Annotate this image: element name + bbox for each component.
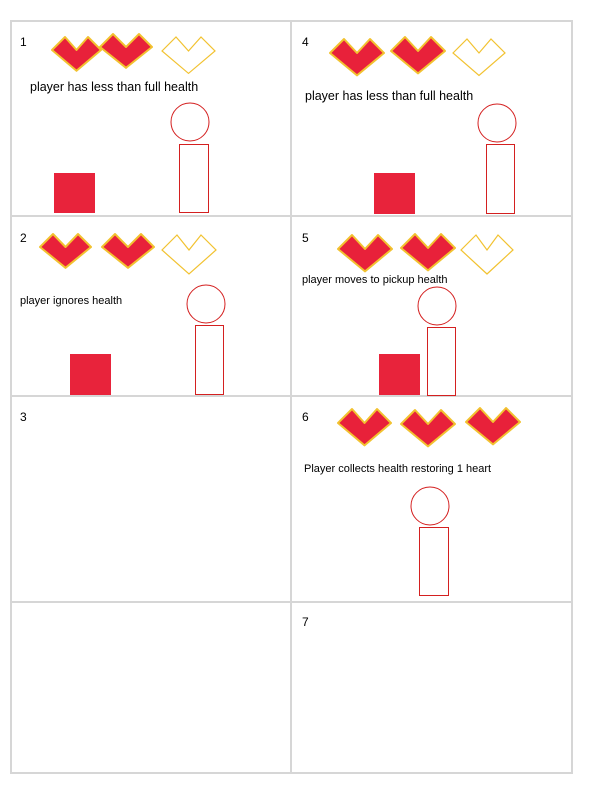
panel-2-caption: player ignores health [20,295,123,307]
panel-6-number: 6 [302,410,309,424]
panel-2-number: 2 [20,231,27,245]
panel-5-caption: player moves to pickup health [302,274,448,286]
grid-divider-vertical [290,20,292,774]
panel-4-number: 4 [302,35,309,49]
panel-1-number: 1 [20,35,27,49]
grid-divider-row-1 [10,215,573,217]
panel-3-number: 3 [20,410,27,424]
panel-1-caption: player has less than full health [30,80,199,94]
panel-5-number: 5 [302,231,309,245]
panel-7-number: 7 [302,615,309,629]
grid-divider-row-3 [10,601,573,603]
grid-divider-row-2 [10,395,573,397]
panel-4-caption: player has less than full health [305,89,474,103]
panel-6-caption: Player collects health restoring 1 heart [304,463,492,475]
